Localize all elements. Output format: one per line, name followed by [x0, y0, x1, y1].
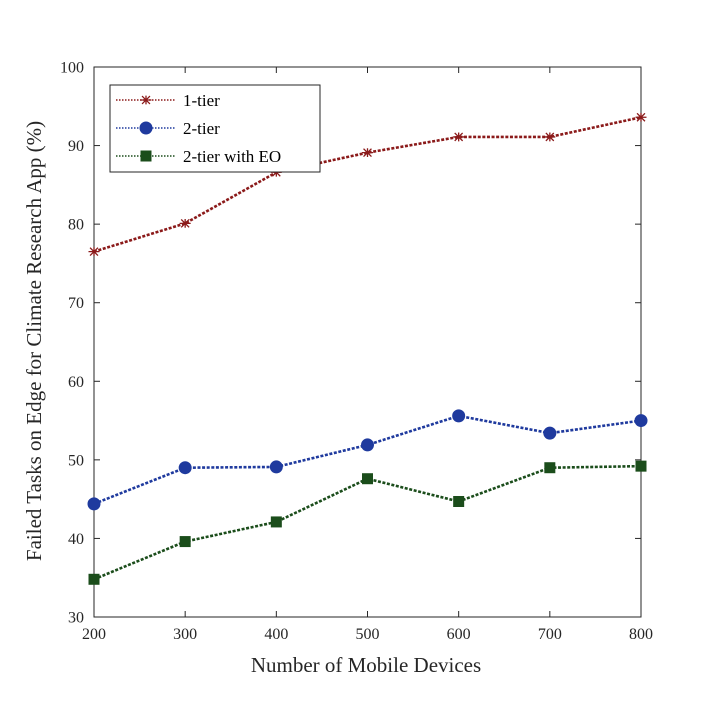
y-tick-label: 60 [68, 374, 84, 391]
data-point [87, 497, 101, 511]
x-tick-label: 200 [82, 626, 106, 643]
data-point [544, 462, 556, 474]
data-point [179, 536, 191, 548]
y-tick-label: 50 [68, 452, 84, 469]
y-tick-label: 90 [68, 138, 84, 155]
data-point [88, 247, 100, 257]
data-point [634, 414, 648, 428]
data-point [362, 148, 373, 158]
x-tick-label: 600 [447, 626, 471, 643]
legend-marker [140, 95, 152, 105]
data-point [544, 132, 556, 142]
series-2-tier [87, 409, 648, 511]
legend-item: 1-tier [116, 91, 220, 110]
legend-label: 2-tier [183, 119, 220, 138]
data-point [453, 132, 465, 142]
x-tick-label: 800 [629, 626, 653, 643]
data-point [452, 409, 466, 423]
legend-marker [139, 121, 153, 135]
y-tick-label: 70 [68, 295, 84, 312]
legend-label: 2-tier with EO [183, 147, 281, 166]
data-point [88, 573, 100, 585]
data-point [178, 461, 192, 475]
legend: 1-tier 2-tier 2-tier with EO [109, 84, 321, 173]
x-tick-label: 700 [538, 626, 562, 643]
legend-label: 1-tier [183, 91, 220, 110]
series-2-tier-with-eo [88, 460, 647, 585]
y-axis-label: Failed Tasks on Edge for Climate Researc… [22, 121, 46, 561]
data-point [543, 426, 557, 440]
data-point [635, 112, 647, 122]
data-point [270, 516, 282, 528]
x-tick-label: 400 [264, 626, 288, 643]
y-tick-label: 40 [68, 531, 84, 548]
data-point [269, 460, 283, 474]
y-tick-label: 30 [68, 610, 84, 627]
x-axis-label: Number of Mobile Devices [251, 653, 481, 677]
plot-area: 200 300 400 500 600 700 800 30 40 50 60 70 80 90 100 [60, 60, 653, 644]
x-tick-label: 300 [173, 626, 197, 643]
y-tick-label: 80 [68, 217, 84, 234]
data-point [362, 473, 373, 485]
legend-item: 2-tier with EO [116, 147, 281, 166]
y-tick-label: 100 [60, 60, 84, 77]
data-point [453, 496, 465, 507]
data-point [361, 438, 374, 452]
legend-item: 2-tier [116, 119, 220, 138]
data-point [635, 460, 647, 472]
data-point [179, 218, 191, 228]
legend-marker [140, 150, 152, 162]
x-tick-label: 500 [356, 626, 380, 643]
